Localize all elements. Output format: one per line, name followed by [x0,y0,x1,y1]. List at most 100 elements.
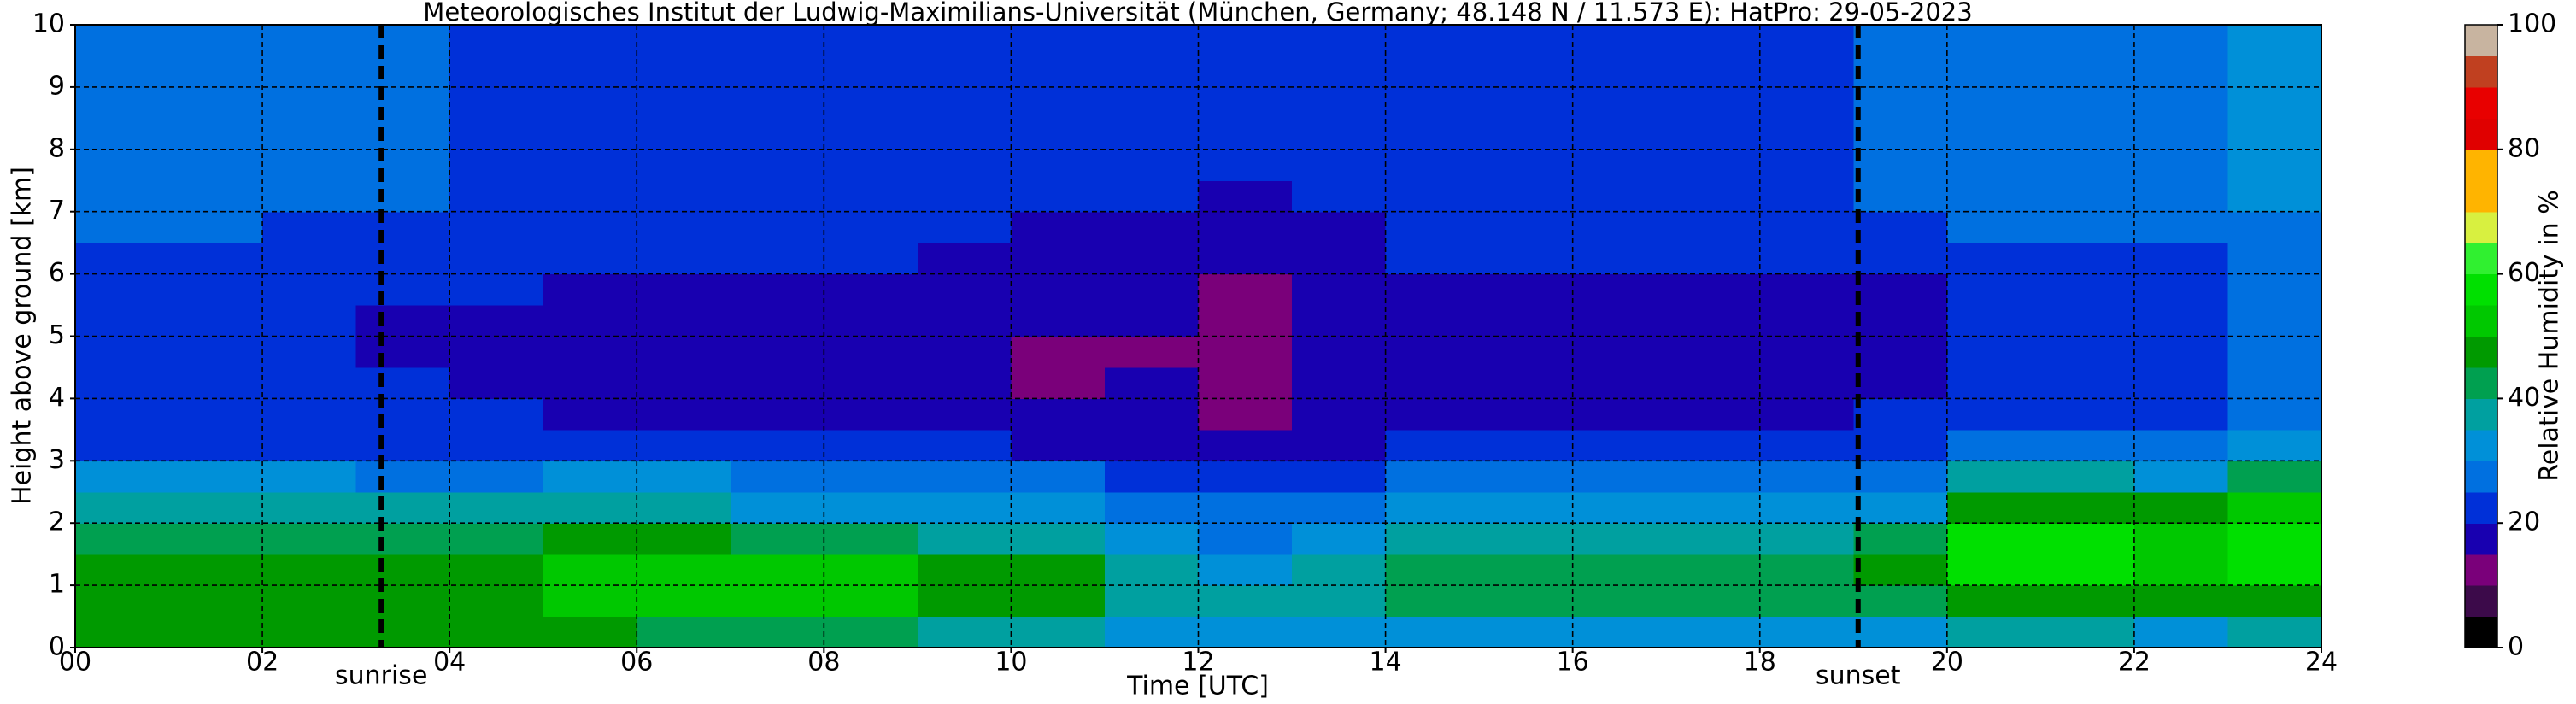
heatmap-cell [824,336,918,368]
heatmap-cell [1666,461,1761,493]
heatmap-cell [262,554,357,586]
heatmap-cell [75,243,170,275]
heatmap-cell [355,461,450,493]
x-tick-label: 02 [246,648,279,678]
heatmap-cell [543,523,637,555]
heatmap-cell [1946,336,2041,368]
heatmap-cell [2040,118,2135,150]
heatmap-cell [1385,305,1480,337]
heatmap-cell [449,118,544,150]
heatmap-cell [1853,491,1948,524]
heatmap-cell [1011,398,1106,431]
heatmap-cell [2227,336,2322,368]
heatmap-cell [449,180,544,213]
heatmap-cell [2133,243,2229,275]
heatmap-cell [1572,149,1667,181]
heatmap-cell [1292,461,1387,493]
heatmap-cell [730,149,824,181]
heatmap-cell [2040,616,2135,648]
heatmap-cell [2227,461,2322,493]
colorbar-segment [2465,180,2497,213]
heatmap-cell [1572,491,1667,524]
heatmap-cell [1666,523,1761,555]
heatmap-cell [1853,585,1948,618]
heatmap-cell [1759,273,1854,306]
heatmap-cell [1759,243,1854,275]
heatmap-cell [1853,305,1948,337]
heatmap-cell [543,491,637,524]
heatmap-cell [637,367,731,399]
heatmap-cell [1292,118,1387,150]
heatmap-cell [2133,273,2229,306]
heatmap-cell [1198,585,1293,618]
heatmap-cell [730,25,824,57]
heatmap-cell [1759,523,1854,555]
heatmap-cell [168,305,263,337]
heatmap-cell [2133,398,2229,431]
heatmap-cell [1104,243,1200,275]
heatmap-cell [1385,243,1480,275]
heatmap-cell [2227,305,2322,337]
heatmap-cell [1385,461,1480,493]
heatmap-cell [1104,461,1200,493]
heatmap-cell [262,211,357,243]
heatmap-cell [824,180,918,213]
heatmap-cell [1853,398,1948,431]
heatmap-cell [75,398,170,431]
heatmap-cell [543,336,637,368]
heatmap-cell [1572,523,1667,555]
colorbar-segment [2465,398,2497,431]
heatmap-cell [1479,273,1574,306]
heatmap-cell [449,491,544,524]
heatmap-cell [824,25,918,57]
heatmap-cell [917,554,1012,586]
heatmap-cell [917,211,1012,243]
heatmap-cell [1946,149,2041,181]
heatmap-cell [2040,336,2135,368]
heatmap-cell [1479,523,1574,555]
heatmap-cell [730,336,824,368]
heatmap-cell [1479,429,1574,461]
heatmap-cell [1292,554,1387,586]
heatmap-cell [1572,367,1667,399]
heatmap-cell [1759,554,1854,586]
x-tick-label: 10 [995,648,1027,678]
heatmap-cell [2133,25,2229,57]
heatmap-cell [1385,86,1480,119]
heatmap-cell [449,616,544,648]
colorbar-frame [2464,24,2498,648]
heatmap-cell [1385,523,1480,555]
heatmap-cell [1759,336,1854,368]
heatmap-cell [637,461,731,493]
heatmap-cell [1385,616,1480,648]
heatmap-cell [824,118,918,150]
heatmap-cell [1946,86,2041,119]
heatmap-cell [730,243,824,275]
heatmap-cell [730,585,824,618]
heatmap-cell [1198,336,1293,368]
heatmap-cell [1666,211,1761,243]
heatmap-cell [1479,585,1574,618]
heatmap-cell [262,56,357,88]
heatmap-cell [1385,25,1480,57]
heatmap-cell [168,429,263,461]
heatmap-cell [449,523,544,555]
colorbar-segment [2465,491,2497,524]
heatmap-cell [1198,273,1293,306]
heatmap-cell [1666,180,1761,213]
heatmap-cell [168,491,263,524]
heatmap-cell [1385,273,1480,306]
colorbar-segment [2465,523,2497,555]
heatmap-cell [2227,273,2322,306]
heatmap-cell [637,149,731,181]
x-tick-label: 12 [1182,648,1214,678]
heatmap-cell [168,523,263,555]
x-tick-label: 08 [807,648,840,678]
heatmap-cell [1104,86,1200,119]
heatmap-cell [917,336,1012,368]
heatmap-cell [917,180,1012,213]
heatmap-cell [75,56,170,88]
heatmap-cell [262,585,357,618]
x-tick-label: 00 [59,648,91,678]
heatmap-cell [1853,461,1948,493]
